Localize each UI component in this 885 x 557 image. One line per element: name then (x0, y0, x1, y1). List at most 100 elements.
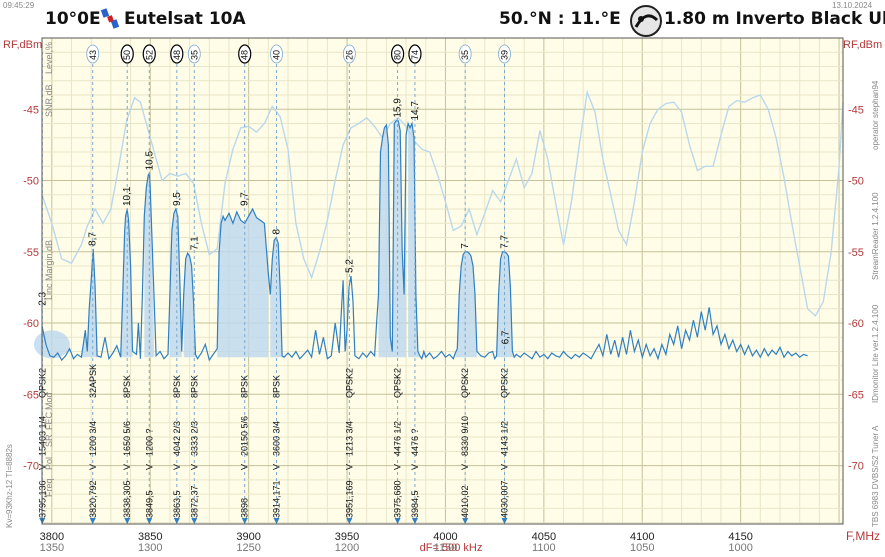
idmonitor-label: IDmonitor Lite ver.1.2.4.100 (871, 304, 880, 403)
channel-arrow (394, 518, 401, 524)
channel-level: 74 (410, 50, 420, 60)
y-tick-label: -45 (23, 104, 39, 116)
snr-curve-layer (41, 89, 844, 318)
channel-level: 39 (500, 50, 510, 60)
streamreader-label: StreamReader 1.2.4.100 (871, 192, 880, 280)
channel-freq: 3849,5 (144, 490, 154, 518)
channel-freq: 3820,792 (88, 480, 98, 518)
operator-label: operator stephan94 (871, 80, 880, 150)
y-tick-label: -70 (23, 461, 39, 473)
level-marker (458, 44, 472, 64)
channel-arrow (346, 518, 353, 524)
channel-mod: 32APSK (88, 364, 98, 398)
channel-level: 35 (460, 50, 470, 60)
channel-level: 26 (344, 50, 354, 60)
row-label: Mod (44, 392, 54, 410)
lo-tick-label: 1100 (532, 542, 556, 554)
channel-snr: 9,7 (240, 192, 251, 206)
channel-snr: 6,7 (500, 330, 511, 344)
channel-mod: 8PSK (272, 375, 282, 398)
dish-icon (630, 5, 662, 37)
x-tick-label: 3850 (138, 531, 162, 543)
channel-pol: V (144, 464, 154, 470)
lo-tick-label: 1200 (335, 542, 359, 554)
satellite-icon (100, 8, 120, 29)
y-tick-label-right: -45 (848, 104, 864, 116)
channel-sr-fec: 1213 3/4 (344, 421, 354, 456)
x-tick-label: 4100 (630, 531, 654, 543)
channel-snr: 14,7 (410, 101, 421, 121)
level-marker (238, 44, 252, 64)
date-label: 13.10.2024 (832, 1, 873, 10)
channel-snr: 9,5 (172, 192, 183, 206)
lo-tick-label: 1050 (630, 542, 654, 554)
channel-sr-fec: 1200 ? (144, 428, 154, 456)
channel-arrow (124, 518, 131, 524)
channel-snr: 10,5 (144, 150, 155, 170)
y-tick-label: -65 (23, 389, 39, 401)
channel-arrow (462, 518, 469, 524)
plot-frame (41, 37, 844, 525)
x-axis-label: F,MHz (846, 529, 880, 543)
channel-freq: 3975,680 (393, 480, 403, 518)
channel-pol: V (189, 464, 199, 470)
channel-pol: V (272, 464, 282, 470)
channel-sr-fec: 8330 9/10 (460, 416, 470, 456)
level-marker (120, 44, 134, 64)
y-tick-label-right: -55 (848, 247, 864, 259)
x-tick-label: 4150 (728, 531, 752, 543)
left-axis-label: SNR,dB (44, 84, 54, 117)
channel-arrow (173, 518, 180, 524)
channel-pol: V (344, 464, 354, 470)
channel-mod: 8PSK (122, 375, 132, 398)
y-tick-label-right: -60 (848, 318, 864, 330)
channel-sr-fec: 1200 3/4 (88, 421, 98, 456)
channel-fill (217, 209, 269, 358)
channel-freq: 4030,007 (500, 480, 510, 518)
channel-arrow (146, 518, 153, 524)
time-label: 09:45:29 (3, 1, 35, 10)
channel-fill (144, 173, 155, 358)
channel-sr-fec: 20150 5/6 (240, 416, 250, 456)
channel-arrow (191, 518, 198, 524)
x-tick-label: 4000 (433, 531, 457, 543)
channel-snr: 2,3 (37, 291, 48, 305)
location-label: 50.°N : 11.°E (499, 9, 621, 29)
channel-fill (183, 253, 198, 359)
x-tick-label: 3950 (335, 531, 359, 543)
spectrum-layer (33, 120, 808, 362)
level-marker (86, 44, 100, 64)
bottom-left-info: Kv=93Khz-12 TI=8882s (5, 444, 14, 528)
channel-mod: 8PSK (172, 375, 182, 398)
level-marker (187, 44, 201, 64)
channel-pol: V (410, 464, 420, 470)
channel-fill (169, 209, 182, 358)
channel-mod: QPSK2 (393, 368, 403, 398)
y-tick-label-right: -65 (848, 389, 864, 401)
channel-freq: 3898 (240, 498, 250, 518)
row-label: Freq (44, 478, 54, 497)
channel-snr: 8 (272, 229, 283, 235)
row-label: Pol (44, 457, 54, 470)
channel-arrow (241, 518, 248, 524)
channel-snr: 5,2 (344, 259, 355, 273)
channel-level: 48 (172, 50, 182, 60)
channel-snr: 15,9 (393, 98, 404, 118)
channel-pol: V (122, 464, 132, 470)
dish-label: 1.80 m Inverto Black Ultra (664, 9, 885, 29)
satellite-name: Eutelsat 10A (124, 9, 246, 29)
channel-arrow (411, 518, 418, 524)
channel-sr-fec: 4143 1/2 (500, 421, 510, 456)
channel-freq: 3914,171 (272, 480, 282, 518)
level-marker (498, 44, 511, 64)
left-axis-label: Linc Margin,dB (44, 240, 54, 300)
channel-freq: 3984,5 (410, 490, 420, 518)
channel-freq: 3872,37 (189, 485, 199, 518)
level-marker (342, 44, 356, 64)
channel-snr: 10,1 (122, 186, 133, 206)
channel-pol: V (172, 464, 182, 470)
channel-fill (33, 330, 70, 359)
x-tick-label: 3800 (40, 531, 64, 543)
channel-level: 50 (122, 50, 132, 60)
channel-pol: V (240, 464, 250, 470)
